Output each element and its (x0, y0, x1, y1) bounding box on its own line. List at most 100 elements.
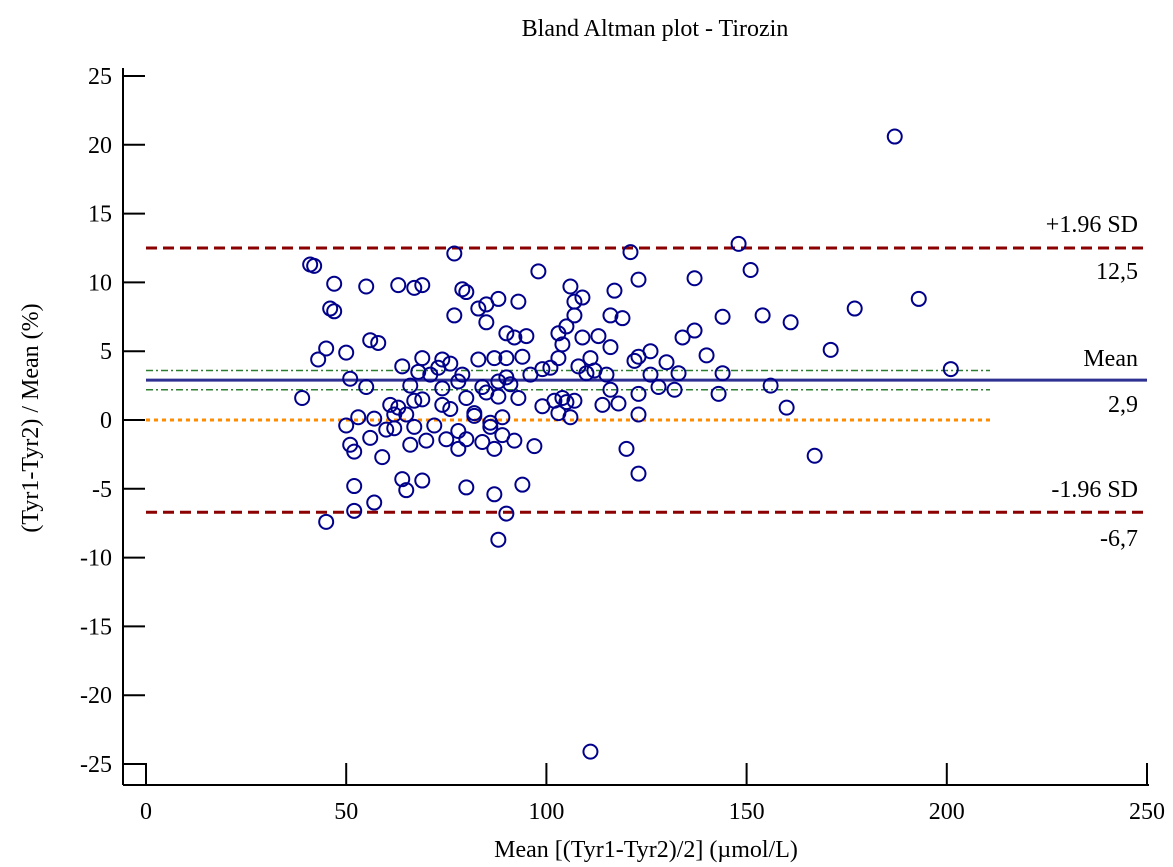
y-tick-label: 0 (100, 408, 112, 434)
data-point (762, 377, 779, 394)
data-point (598, 366, 615, 383)
upper-loa-label: +1.96 SD (1046, 212, 1138, 238)
data-point (494, 409, 511, 426)
x-tick-label: 150 (729, 799, 765, 825)
data-point (602, 381, 619, 398)
data-point (442, 355, 459, 372)
data-point (474, 434, 491, 451)
data-point (458, 431, 475, 448)
x-tick-label: 100 (528, 799, 564, 825)
y-tick-label: 20 (88, 133, 112, 159)
data-point (566, 307, 583, 324)
data-point (514, 348, 531, 365)
data-point (398, 482, 415, 499)
data-point (610, 395, 627, 412)
data-point (594, 396, 611, 413)
data-point (398, 406, 415, 423)
data-point (486, 350, 503, 367)
data-point (602, 339, 619, 356)
data-point (510, 389, 527, 406)
data-point (510, 293, 527, 310)
y-tick-label: 25 (88, 64, 112, 90)
data-point (506, 432, 523, 449)
x-axis-label: Mean [(Tyr1-Tyr2)/2] (µmol/L) (494, 837, 798, 863)
data-point (566, 392, 583, 409)
data-point (418, 432, 435, 449)
data-point (530, 263, 547, 280)
data-point (370, 334, 387, 351)
data-point (574, 289, 591, 306)
data-point (590, 328, 607, 345)
data-point (482, 418, 499, 435)
data-point (534, 361, 551, 378)
data-point (382, 396, 399, 413)
data-point (714, 365, 731, 382)
y-tick-label: -25 (80, 752, 112, 778)
data-point (666, 381, 683, 398)
data-point (346, 478, 363, 495)
data-point (686, 270, 703, 287)
x-tick-label: 200 (929, 799, 965, 825)
data-point (630, 385, 647, 402)
data-point (442, 400, 459, 417)
data-point (806, 447, 823, 464)
data-point (362, 332, 379, 349)
data-point (674, 329, 691, 346)
data-point (450, 440, 467, 457)
data-point (754, 307, 771, 324)
data-point (506, 329, 523, 346)
data-point (642, 343, 659, 360)
data-point (630, 406, 647, 423)
data-point (322, 300, 339, 317)
data-point (714, 308, 731, 325)
x-tick-label: 0 (140, 799, 152, 825)
data-point (622, 244, 639, 261)
data-point (338, 344, 355, 361)
y-tick-label: -15 (80, 614, 112, 640)
data-point (558, 394, 575, 411)
data-point (394, 358, 411, 375)
data-point (490, 290, 507, 307)
data-point (490, 388, 507, 405)
y-tick-label: -10 (80, 546, 112, 572)
data-point (498, 325, 515, 342)
data-point (414, 350, 431, 367)
y-tick-label: 10 (88, 270, 112, 296)
data-point (326, 303, 343, 320)
data-point (566, 293, 583, 310)
data-point (366, 410, 383, 427)
data-point (362, 429, 379, 446)
data-point (458, 389, 475, 406)
data-point (886, 128, 903, 145)
data-point (386, 420, 403, 437)
data-point (658, 354, 675, 371)
data-point (434, 351, 451, 368)
data-point (554, 389, 571, 406)
y-tick-label: 15 (88, 202, 112, 228)
data-point (650, 378, 667, 395)
data-point (454, 281, 471, 298)
data-point (630, 271, 647, 288)
data-point (542, 359, 559, 376)
data-point (686, 322, 703, 339)
data-point (730, 235, 747, 252)
data-point (342, 370, 359, 387)
data-point (294, 389, 311, 406)
data-point (502, 376, 519, 393)
data-point (942, 361, 959, 378)
data-point (394, 471, 411, 488)
data-point (426, 417, 443, 434)
data-point (602, 307, 619, 324)
data-point (326, 275, 343, 292)
data-point (486, 486, 503, 503)
data-point (822, 341, 839, 358)
data-point (486, 440, 503, 457)
data-point (582, 743, 599, 760)
y-tick-label: -5 (92, 477, 112, 503)
mean-value: 2,9 (1108, 392, 1138, 418)
data-point (406, 418, 423, 435)
data-point (490, 531, 507, 548)
x-tick-label: 250 (1129, 799, 1165, 825)
data-point (478, 314, 495, 331)
